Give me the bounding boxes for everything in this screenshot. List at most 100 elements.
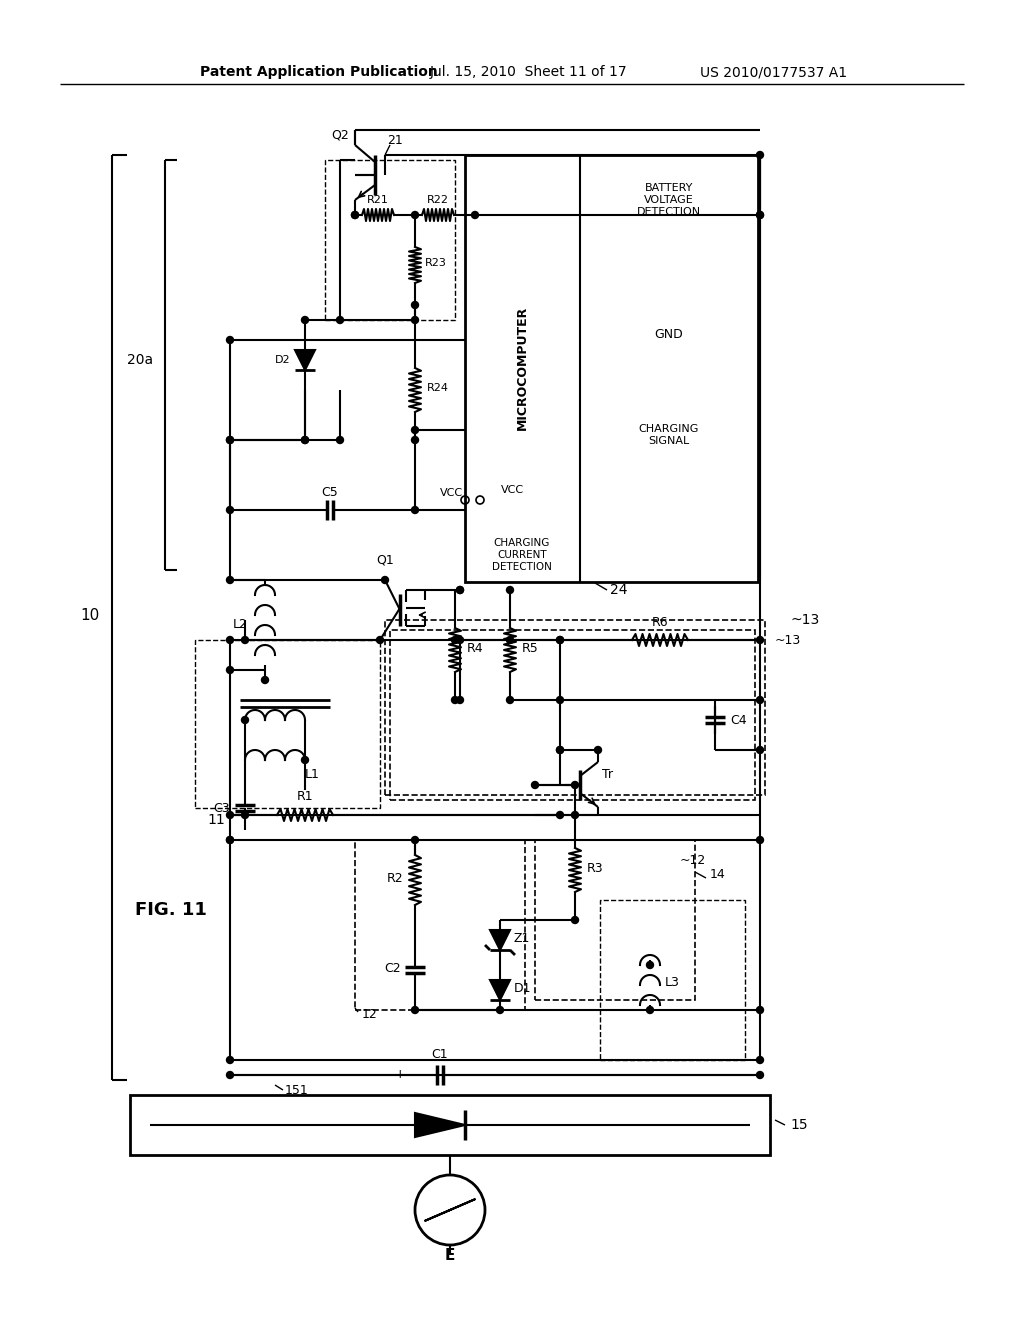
Text: 151: 151 xyxy=(285,1084,309,1097)
Circle shape xyxy=(452,636,459,644)
Bar xyxy=(465,154,758,582)
Text: MICROCOMPUTER: MICROCOMPUTER xyxy=(515,306,528,430)
Circle shape xyxy=(757,1056,764,1064)
Text: 21: 21 xyxy=(387,133,402,147)
Circle shape xyxy=(457,586,464,594)
Polygon shape xyxy=(490,931,510,950)
Circle shape xyxy=(556,636,563,644)
Text: US 2010/0177537 A1: US 2010/0177537 A1 xyxy=(700,65,847,79)
Circle shape xyxy=(571,916,579,924)
Bar xyxy=(390,630,755,800)
Text: R4: R4 xyxy=(467,642,483,655)
Bar xyxy=(195,640,380,808)
Text: L2: L2 xyxy=(233,619,248,631)
Circle shape xyxy=(595,747,601,754)
Text: 20a: 20a xyxy=(127,352,153,367)
Text: R3: R3 xyxy=(587,862,603,874)
Bar xyxy=(385,620,765,795)
Circle shape xyxy=(571,781,579,788)
Text: R6: R6 xyxy=(651,615,669,628)
Circle shape xyxy=(226,437,233,444)
Text: FIG. 11: FIG. 11 xyxy=(135,902,207,919)
Text: 12: 12 xyxy=(362,1008,378,1022)
Bar xyxy=(130,1096,770,1155)
Circle shape xyxy=(757,747,764,754)
Circle shape xyxy=(556,812,563,818)
Circle shape xyxy=(556,697,563,704)
Circle shape xyxy=(757,697,764,704)
Polygon shape xyxy=(295,350,315,370)
Text: L3: L3 xyxy=(665,977,680,990)
Text: BATTERY
VOLTAGE
DETECTION: BATTERY VOLTAGE DETECTION xyxy=(637,183,701,216)
Text: 10: 10 xyxy=(81,607,100,623)
Circle shape xyxy=(226,1056,233,1064)
Circle shape xyxy=(497,1006,504,1014)
Text: Jul. 15, 2010  Sheet 11 of 17: Jul. 15, 2010 Sheet 11 of 17 xyxy=(430,65,628,79)
Circle shape xyxy=(412,317,419,323)
Text: 24: 24 xyxy=(610,583,628,597)
Text: 15: 15 xyxy=(790,1118,808,1133)
Text: CHARGING
SIGNAL: CHARGING SIGNAL xyxy=(639,424,699,446)
Circle shape xyxy=(242,812,249,818)
Circle shape xyxy=(757,1072,764,1078)
Circle shape xyxy=(457,586,464,594)
Text: Q2: Q2 xyxy=(331,128,349,141)
Circle shape xyxy=(301,317,308,323)
Circle shape xyxy=(571,812,579,818)
Circle shape xyxy=(507,586,513,594)
Circle shape xyxy=(412,426,419,433)
Text: R2: R2 xyxy=(386,871,403,884)
Circle shape xyxy=(452,697,459,704)
Text: D2: D2 xyxy=(274,355,290,366)
Text: Tr: Tr xyxy=(602,768,613,781)
Circle shape xyxy=(471,211,478,219)
Circle shape xyxy=(757,211,764,219)
Circle shape xyxy=(757,152,764,158)
Circle shape xyxy=(226,1072,233,1078)
Text: C2: C2 xyxy=(384,961,401,974)
Text: D1: D1 xyxy=(514,982,531,994)
Polygon shape xyxy=(415,1113,465,1137)
Text: R1: R1 xyxy=(297,791,313,804)
Text: Patent Application Publication: Patent Application Publication xyxy=(200,65,437,79)
Text: C5: C5 xyxy=(322,487,338,499)
Circle shape xyxy=(457,697,464,704)
Circle shape xyxy=(556,747,563,754)
Circle shape xyxy=(226,837,233,843)
Circle shape xyxy=(226,812,233,818)
Circle shape xyxy=(757,211,764,219)
Text: L1: L1 xyxy=(305,768,319,781)
Text: C3: C3 xyxy=(213,801,230,814)
Circle shape xyxy=(377,636,384,644)
Circle shape xyxy=(412,1006,419,1014)
Circle shape xyxy=(337,317,343,323)
Bar xyxy=(325,160,455,319)
Circle shape xyxy=(531,781,539,788)
Circle shape xyxy=(507,636,513,644)
Text: ~13: ~13 xyxy=(775,634,801,647)
Text: R23: R23 xyxy=(425,257,446,268)
Text: C1: C1 xyxy=(432,1048,449,1061)
Circle shape xyxy=(226,577,233,583)
Circle shape xyxy=(507,697,513,704)
Text: R5: R5 xyxy=(522,642,539,655)
Text: R22: R22 xyxy=(427,195,449,205)
Circle shape xyxy=(412,301,419,309)
Circle shape xyxy=(337,437,343,444)
Circle shape xyxy=(556,747,563,754)
Text: 14: 14 xyxy=(710,869,726,882)
Circle shape xyxy=(226,507,233,513)
Text: +: + xyxy=(394,1068,406,1081)
Circle shape xyxy=(757,837,764,843)
Circle shape xyxy=(242,717,249,723)
Circle shape xyxy=(351,211,358,219)
Text: C4: C4 xyxy=(730,714,746,726)
Text: R21: R21 xyxy=(367,195,389,205)
Circle shape xyxy=(226,437,233,444)
Bar xyxy=(355,840,525,1010)
Circle shape xyxy=(646,961,653,969)
Circle shape xyxy=(757,636,764,644)
Text: R24: R24 xyxy=(427,383,449,393)
Text: VCC: VCC xyxy=(440,488,463,498)
Circle shape xyxy=(226,337,233,343)
